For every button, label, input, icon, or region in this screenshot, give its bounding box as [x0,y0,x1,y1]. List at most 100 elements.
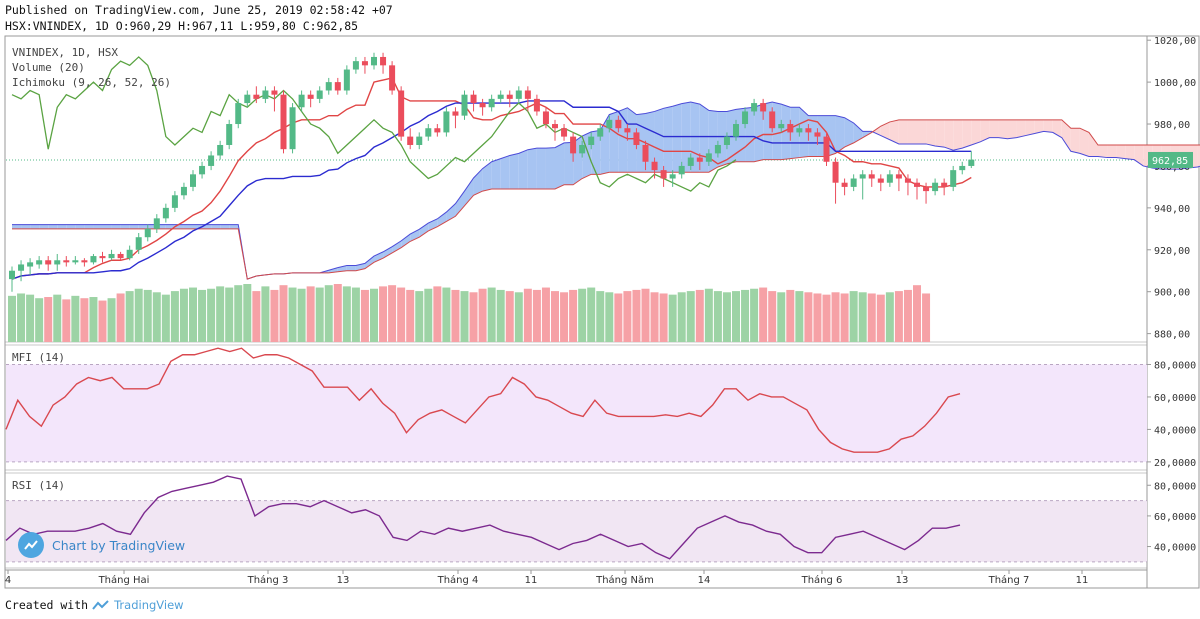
candle-body [524,90,531,99]
price-tick-label: 920,00 [1154,246,1190,257]
candle [515,86,522,104]
volume-bar [478,288,487,342]
candle [570,132,577,162]
candle [904,174,911,196]
cloud-segment [1061,119,1071,152]
footer: Created with TradingView [5,598,184,612]
time-tick-label: Tháng Năm [595,574,654,586]
cloud-segment [57,224,67,229]
candle-body [144,228,151,238]
cloud-segment [808,115,818,157]
candle-body [886,174,893,183]
tradingview-brand[interactable]: TradingView [114,598,184,612]
candle [832,157,839,204]
candle-body [307,94,314,99]
tradingview-watermark[interactable]: Chart by TradingView [18,532,185,558]
volume-bar [469,292,478,342]
volume-bar [460,291,469,342]
volume-bar [198,289,207,342]
volume-bar [424,288,433,342]
candle [678,161,685,179]
candle [597,124,604,141]
volume-bar [415,291,424,342]
candle-body [751,103,758,112]
volume-bar [189,287,197,342]
cloud-segment [962,119,972,149]
cloud-segment [84,224,94,229]
candle-body [696,157,703,162]
cloud-segment [781,104,791,160]
cloud-segment [12,224,22,229]
candle-body [769,111,776,129]
candle-body [895,174,902,179]
cloud-segment [953,119,963,151]
chikou-span [11,56,737,192]
volume-bar [379,286,388,342]
candle [470,90,477,112]
candle-body [904,178,911,183]
price-tick-label: 880,00 [1154,330,1190,341]
volume-bar [306,286,315,342]
candle-body [950,170,957,187]
time-tick-label: 4 [5,575,11,586]
cloud-segment [699,104,709,173]
candle [588,132,595,150]
senkou-span-b [12,119,1200,280]
candle [343,65,350,95]
candle [714,140,721,158]
created-with-text: Created with [5,598,89,612]
volume-bar [722,292,731,342]
volume-bar [695,289,704,342]
volume-bar [496,289,505,342]
volume-bar [867,293,876,342]
candle [760,98,767,120]
candle [262,86,269,104]
candle-body [334,82,341,91]
cloud-segment [229,224,239,229]
cloud-segment [1070,128,1080,154]
candle-body [90,256,97,263]
cloud-segment [527,148,537,189]
candle [552,119,558,141]
volume-bar [741,289,750,342]
candle-body [199,165,206,175]
candle-body [588,136,595,145]
candle [171,191,178,213]
volume-bar [578,288,587,342]
candle [488,94,495,112]
candle-body [135,237,142,250]
candle [280,90,287,154]
cloud-segment [464,177,474,206]
time-tick-label: Tháng Hai [98,574,150,586]
candle [923,182,930,204]
cloud-segment [555,142,565,189]
volume-bar [71,295,80,342]
cloud-segment [871,126,881,136]
candle-body [18,264,25,271]
candle-body [153,218,160,229]
volume-bar [161,294,170,342]
volume-bar [17,293,26,342]
cloud-segment [1043,119,1053,133]
mfi-band [6,364,1147,462]
candle-body [723,136,730,145]
candle-body [452,111,459,116]
candle-body [787,124,794,133]
candle [868,170,875,187]
volume-bar [315,287,324,342]
candle [361,56,368,74]
candle [859,170,866,200]
candle [425,124,432,141]
candle-body [733,124,739,137]
cloud-segment [790,107,800,159]
candle-body [561,128,568,137]
candle [579,140,586,158]
candle [841,178,848,196]
candles[interactable] [9,52,975,292]
candle-body [407,136,414,145]
candle [334,77,341,95]
cloud-segment [835,115,845,154]
candle-body [597,128,604,137]
candle-body [941,182,948,187]
